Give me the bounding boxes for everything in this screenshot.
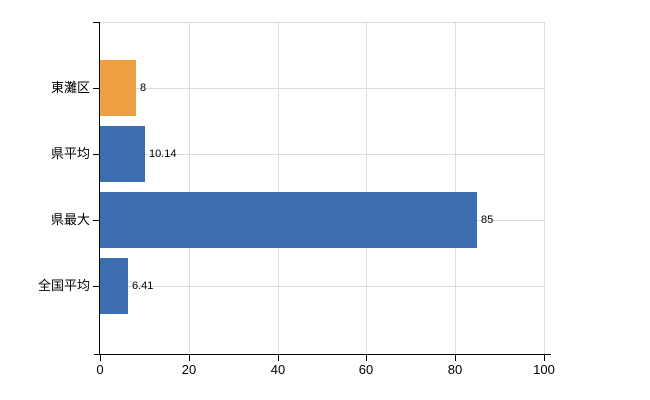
horizontal-gridline	[100, 286, 544, 287]
x-tick-label: 100	[533, 362, 555, 377]
vertical-gridline	[189, 22, 190, 354]
bar-1	[100, 126, 145, 182]
x-tick-label: 80	[447, 362, 463, 377]
x-axis-tick	[455, 355, 456, 361]
category-label: 県平均	[50, 146, 90, 161]
vertical-gridline	[366, 22, 367, 354]
bar-value-label: 6.41	[132, 280, 154, 292]
vertical-gridline	[544, 22, 545, 354]
bar-value-label: 10.14	[149, 148, 177, 160]
category-label: 県最大	[50, 212, 90, 227]
category-label: 東灘区	[50, 80, 90, 95]
category-label: 全国平均	[37, 278, 90, 293]
vertical-gridline	[455, 22, 456, 354]
bar-value-label: 85	[481, 214, 494, 226]
x-axis-tick	[366, 355, 367, 361]
y-axis-end-tick	[93, 22, 100, 23]
x-axis-tick	[189, 355, 190, 361]
y-axis-tick	[93, 286, 100, 287]
horizontal-gridline	[100, 88, 544, 89]
x-axis-tick	[544, 355, 545, 361]
x-tick-label: 60	[358, 362, 374, 377]
vertical-gridline	[278, 22, 279, 354]
plot-area	[100, 22, 545, 354]
y-axis-tick	[93, 154, 100, 155]
x-tick-label: 0	[96, 362, 104, 377]
x-tick-label: 40	[270, 362, 286, 377]
y-axis-line	[99, 22, 100, 354]
y-axis-tick	[93, 88, 100, 89]
bar-0	[100, 60, 136, 116]
x-axis-tick	[278, 355, 279, 361]
bar-2	[100, 192, 477, 248]
x-tick-label: 20	[181, 362, 197, 377]
x-axis-line	[94, 354, 551, 355]
y-axis-tick	[93, 220, 100, 221]
bar-value-label: 8	[140, 82, 147, 94]
plot-top-border	[100, 22, 544, 23]
x-axis-tick	[100, 355, 101, 361]
horizontal-gridline	[100, 154, 544, 155]
bar-3	[100, 258, 128, 314]
